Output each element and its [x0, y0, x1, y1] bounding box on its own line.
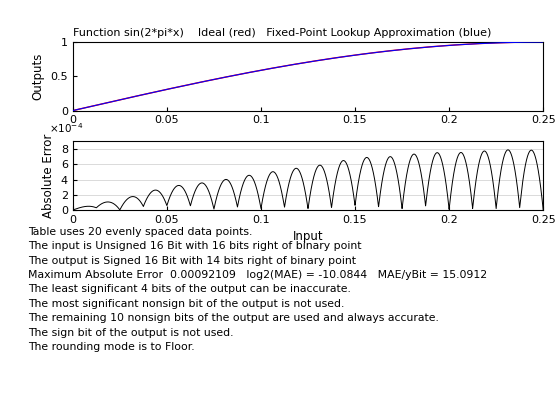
Text: $\times10^{-4}$: $\times10^{-4}$	[49, 121, 83, 134]
Y-axis label: Absolute Error: Absolute Error	[42, 134, 55, 218]
Y-axis label: Outputs: Outputs	[32, 52, 45, 100]
Text: Function sin(2*pi*x)    Ideal (red)   Fixed-Point Lookup Approximation (blue): Function sin(2*pi*x) Ideal (red) Fixed-P…	[73, 29, 491, 39]
X-axis label: Input: Input	[293, 231, 323, 244]
Text: Table uses 20 evenly spaced data points.
The input is Unsigned 16 Bit with 16 bi: Table uses 20 evenly spaced data points.…	[28, 227, 487, 352]
